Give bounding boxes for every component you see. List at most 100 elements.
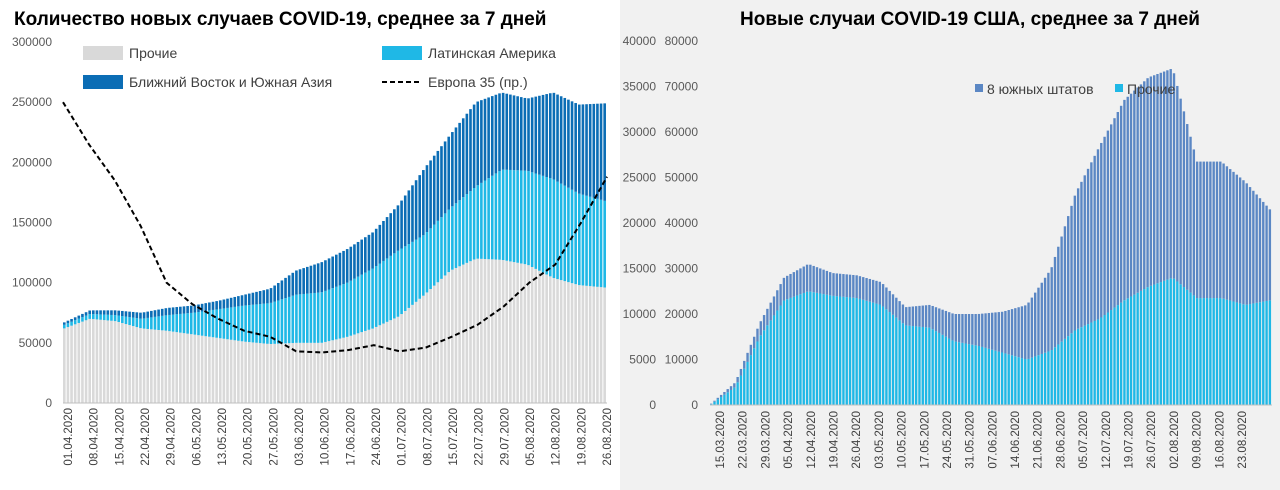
bar-8-southern-states [1057,246,1060,345]
bar-8-southern-states [739,368,743,376]
bar-8-southern-states [842,274,845,297]
x-tick-label: 24.05.2020 [942,411,954,469]
bar-latam [509,169,512,262]
bar-8-southern-states [805,264,809,292]
bar-8-southern-states [1232,171,1235,302]
x-tick-label: 17.05.2020 [919,411,931,469]
bar-mideast-sasia [131,311,135,318]
bar-others [215,337,218,403]
bar-mideast-sasia [222,299,226,309]
bar-mideast-sasia [509,94,512,170]
bar-8-southern-states [713,400,716,402]
bar-8-southern-states [1222,163,1225,299]
bar-8-southern-states [1073,195,1077,331]
bar-others [407,307,411,403]
bar-latam [269,302,273,344]
x-tick-label: 05.04.2020 [783,411,795,469]
legend-swatch [975,84,983,92]
bar-mideast-sasia [240,295,244,306]
bar-8-southern-states [977,313,981,347]
bar-latam [313,292,316,343]
bar-others [782,300,786,405]
bar-others [139,328,142,403]
bar-others [269,344,273,403]
bar-8-southern-states [1186,124,1189,290]
bar-latam [255,304,258,343]
bar-others [954,341,958,405]
bar-others [443,275,447,403]
bar-mideast-sasia [548,93,552,179]
bar-others [789,297,792,405]
bar-others [519,263,523,403]
bar-others [273,343,276,403]
bar-others [88,318,91,403]
bar-others [338,338,342,403]
bar-others [73,324,77,403]
bar-mideast-sasia [153,310,157,317]
bar-others [1248,304,1252,405]
bar-others [911,326,915,405]
bar-others [1262,301,1265,405]
x-tick-label: 26.08.2020 [602,408,614,466]
bar-others [164,330,168,403]
bar-others [1172,278,1176,405]
bar-8-southern-states [1268,209,1272,301]
bar-8-southern-states [772,296,776,316]
bar-latam [211,309,215,338]
bar-8-southern-states [1033,292,1037,357]
bar-latam [400,248,403,315]
bar-8-southern-states [716,397,719,400]
y-secondary-tick-label: 40000 [623,34,657,48]
bar-mideast-sasia [490,96,494,176]
bar-8-southern-states [908,306,911,326]
bar-others [1222,298,1225,405]
bar-latam [393,253,396,319]
bar-others [812,292,815,405]
bar-8-southern-states [1070,205,1073,334]
bar-8-southern-states [971,314,974,345]
bar-8-southern-states [1235,174,1239,303]
bar-others [570,283,574,403]
bar-latam [81,317,84,322]
bar-others [1070,333,1073,405]
x-tick-label: 08.04.2020 [89,408,101,466]
bar-mideast-sasia [287,275,291,297]
bar-8-southern-states [1139,84,1143,291]
bar-others [769,320,772,405]
bar-8-southern-states [997,312,1000,352]
bar-8-southern-states [1205,161,1209,299]
bar-latam [204,310,208,337]
x-tick-label: 01.04.2020 [63,408,75,466]
bar-mideast-sasia [266,289,269,304]
bar-others [855,298,858,405]
bar-8-southern-states [954,314,958,342]
bar-latam [411,241,414,305]
bar-others [429,289,432,403]
x-tick-label: 10.05.2020 [897,411,909,469]
bar-8-southern-states [726,389,729,393]
bar-others [762,330,766,405]
bar-mideast-sasia [541,94,545,176]
bar-others [1037,355,1040,405]
x-tick-label: 02.08.2020 [1169,411,1181,469]
bar-mideast-sasia [175,307,179,315]
bar-8-southern-states [934,307,938,332]
bar-latam [186,313,189,334]
bar-others [302,342,305,403]
x-tick-label: 19.04.2020 [829,411,841,469]
x-tick-label: 19.08.2020 [576,408,588,466]
bar-others [1096,319,1100,405]
y-tick-label: 10000 [665,353,699,367]
bar-others [494,259,498,403]
y-tick-label: 60000 [665,125,699,139]
bar-latam [519,170,523,264]
bar-8-southern-states [1255,194,1258,303]
bar-others [1215,298,1219,405]
bar-mideast-sasia [552,92,556,180]
bar-mideast-sasia [280,280,284,300]
bar-8-southern-states [871,279,875,303]
bar-latam [237,306,240,341]
bar-others [835,296,838,405]
bar-mideast-sasia [353,244,356,279]
bar-8-southern-states [964,314,967,344]
